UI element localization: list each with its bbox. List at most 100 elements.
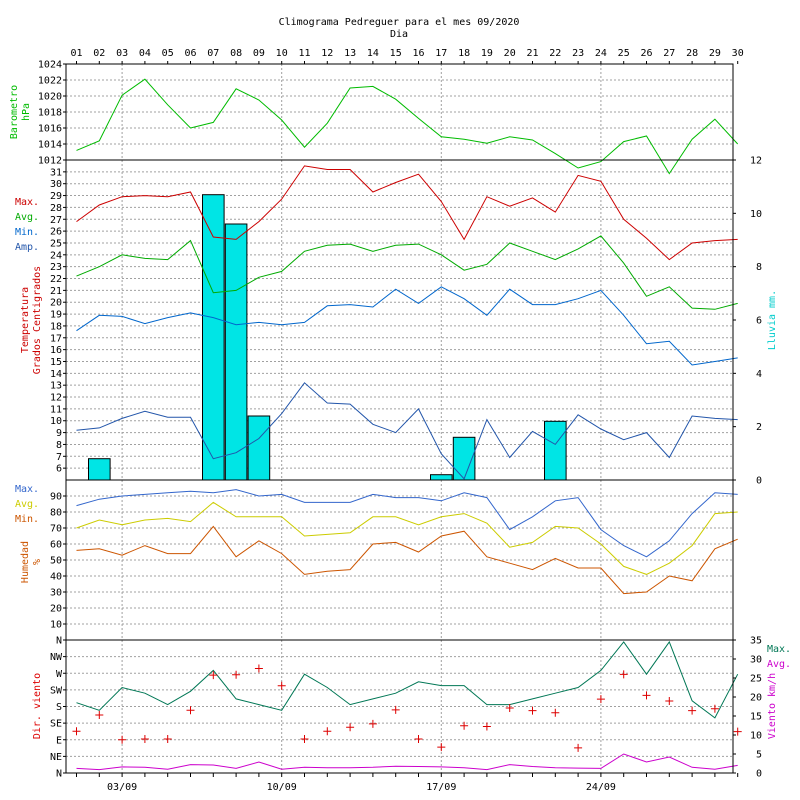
temp-ytick-label-19: 25	[50, 238, 62, 249]
wind-dir-point-29	[710, 704, 719, 713]
temp-ytick-label-7: 13	[50, 381, 62, 392]
wind-ytick-label-6: W	[56, 669, 63, 680]
day-label-17: 17	[435, 48, 447, 59]
rain-y2tick-label-0: 0	[756, 476, 762, 487]
hum-ytick-label-4: 50	[50, 556, 62, 567]
day-label-07: 07	[207, 48, 219, 59]
temp-ytick-label-21: 27	[50, 215, 62, 226]
day-label-26: 26	[640, 48, 652, 59]
hum-ylabel-0: Humedad	[20, 541, 31, 583]
temp-ytick-label-11: 17	[50, 333, 62, 344]
wind-dir-point-24	[596, 695, 605, 704]
wind-ytick-label-3: SE	[50, 719, 62, 730]
hum-line-max	[76, 489, 738, 558]
temp-ytick-label-22: 28	[50, 203, 62, 214]
day-label-27: 27	[663, 48, 675, 59]
day-label-18: 18	[458, 48, 470, 59]
day-label-14: 14	[367, 48, 379, 59]
wind-dir-point-19	[482, 722, 491, 731]
day-label-28: 28	[686, 48, 698, 59]
week-label-17: 17/09	[426, 782, 456, 793]
temp-line-max	[76, 165, 738, 261]
temp-ytick-label-12: 18	[50, 321, 62, 332]
day-label-23: 23	[572, 48, 584, 59]
wind-dir-point-27	[665, 696, 674, 705]
temp-ytick-label-1: 7	[56, 452, 62, 463]
day-label-15: 15	[390, 48, 402, 59]
wind-ytick-label-0: N	[56, 769, 62, 780]
wind-dir-point-2	[95, 710, 104, 719]
baro-ytick-label-6: 1024	[38, 60, 62, 71]
wind-line-max	[76, 640, 739, 719]
panel-frame-2	[65, 159, 734, 481]
panel-frames-layer	[63, 61, 739, 777]
wind-dir-point-15	[391, 705, 400, 714]
wind-dir-point-16	[414, 735, 423, 744]
temp-ytick-label-15: 21	[50, 286, 62, 297]
windspeed-y2tick-label-6: 30	[750, 655, 762, 666]
wind-dir-point-13	[346, 723, 355, 732]
windspeed-y2tick-label-7: 35	[750, 636, 762, 647]
day-label-11: 11	[298, 48, 310, 59]
day-label-29: 29	[709, 48, 721, 59]
temp-ytick-label-5: 11	[50, 404, 62, 415]
hum-line-min	[76, 525, 738, 595]
day-label-16: 16	[412, 48, 424, 59]
wind-dir-point-21	[528, 706, 537, 715]
day-label-13: 13	[344, 48, 356, 59]
temp-ytick-label-14: 20	[50, 298, 62, 309]
wind-dir-point-8	[232, 670, 241, 679]
day-label-08: 08	[230, 48, 242, 59]
hum-ytick-label-2: 30	[50, 588, 62, 599]
day-label-19: 19	[481, 48, 493, 59]
rain-bar-day-17	[430, 474, 453, 481]
rain-bar-day-8	[224, 223, 248, 481]
temp-ytick-label-6: 12	[50, 393, 62, 404]
temp-ytick-label-16: 22	[50, 274, 62, 285]
wind-dir-point-30	[733, 727, 742, 736]
week-label-24: 24/09	[586, 782, 616, 793]
temp-ylabel-0: Temperatura	[20, 287, 31, 353]
day-label-10: 10	[276, 48, 288, 59]
rain-bar-day-22	[544, 420, 567, 481]
wind-dir-point-1	[72, 727, 81, 736]
day-label-03: 03	[116, 48, 128, 59]
baro-ytick-label-3: 1018	[38, 108, 62, 119]
rain-y2tick-label-3: 6	[756, 316, 762, 327]
temp-ytick-label-25: 31	[50, 167, 62, 178]
day-label-20: 20	[504, 48, 516, 59]
baro-ytick-label-4: 1020	[38, 92, 62, 103]
windspeed-y2tick-label-0: 0	[756, 769, 762, 780]
temp-legend-1: Avg.	[15, 212, 39, 223]
rain-y2tick-label-4: 8	[756, 262, 762, 273]
day-label-21: 21	[526, 48, 538, 59]
rain-ylabel-0: Lluvia mm.	[767, 290, 778, 350]
wind-dir-point-12	[323, 727, 332, 736]
temp-ytick-label-2: 8	[56, 440, 62, 451]
windspeed-y2tick-label-2: 10	[750, 731, 762, 742]
temp-ytick-label-17: 23	[50, 262, 62, 273]
wind-dir-point-20	[505, 703, 514, 712]
temp-ytick-label-24: 30	[50, 179, 62, 190]
wind-dir-point-6	[186, 706, 195, 715]
day-label-22: 22	[549, 48, 561, 59]
temp-ylabel-1: Grados Centigrados	[32, 266, 43, 374]
wind-dir-point-22	[551, 708, 560, 717]
hum-ytick-label-6: 70	[50, 524, 62, 535]
temp-legend-2: Min.	[15, 227, 39, 238]
rain-y2tick-label-1: 2	[756, 422, 762, 433]
temp-ytick-label-4: 10	[50, 416, 62, 427]
wind-ytick-label-4: S	[56, 702, 62, 713]
day-label-09: 09	[253, 48, 265, 59]
wind-dir-point-25	[619, 670, 628, 679]
wind-dir-point-28	[688, 706, 697, 715]
series-lines-layer	[72, 78, 742, 771]
hum-legend-0: Max.	[15, 484, 39, 495]
day-label-06: 06	[184, 48, 196, 59]
hum-legend-2: Min.	[15, 514, 39, 525]
week-label-10: 10/09	[267, 782, 297, 793]
wind-speed-ylabel-0: Viento km/h	[767, 673, 778, 739]
temp-ytick-label-10: 16	[50, 345, 62, 356]
day-label-25: 25	[618, 48, 630, 59]
